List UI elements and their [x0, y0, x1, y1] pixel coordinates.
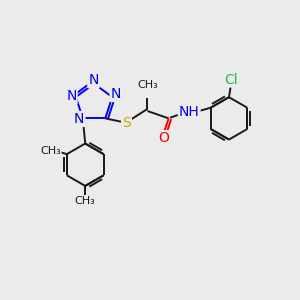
- Text: N: N: [111, 87, 121, 101]
- Text: O: O: [158, 131, 169, 145]
- Text: S: S: [122, 116, 131, 130]
- Text: CH₃: CH₃: [40, 146, 61, 156]
- Text: NH: NH: [179, 106, 200, 119]
- Text: N: N: [66, 89, 76, 103]
- Text: N: N: [74, 112, 85, 126]
- Text: CH₃: CH₃: [137, 80, 158, 90]
- Text: Cl: Cl: [224, 73, 238, 86]
- Text: CH₃: CH₃: [75, 196, 96, 206]
- Text: N: N: [88, 73, 99, 87]
